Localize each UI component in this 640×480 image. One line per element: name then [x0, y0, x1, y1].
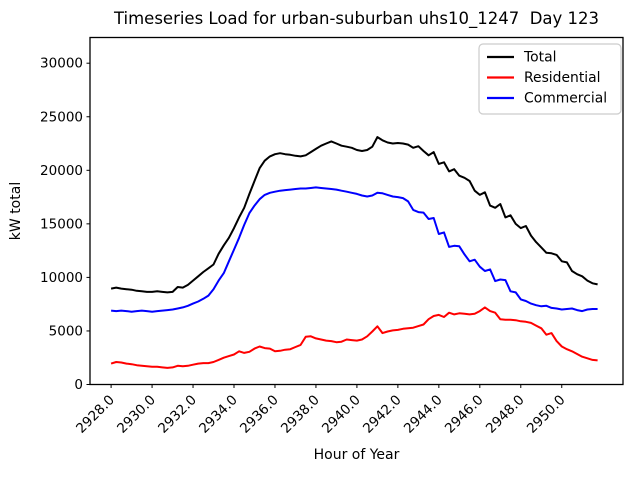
y-axis-label: kW total	[8, 182, 24, 240]
y-tick-label: 5000	[49, 323, 83, 339]
y-tick-label: 20000	[40, 163, 83, 179]
y-tick-label: 0	[74, 377, 83, 393]
series-line-residential	[110, 306, 598, 369]
legend-label-total: Total	[523, 50, 556, 66]
x-tick-label: 2938.0	[278, 392, 323, 437]
y-tick-label: 10000	[40, 270, 83, 286]
x-tick-label: 2940.0	[319, 392, 364, 437]
x-tick-label: 2928.0	[73, 392, 118, 437]
x-tick-label: 2934.0	[196, 392, 241, 437]
x-tick-label: 2948.0	[483, 392, 528, 437]
x-tick-label: 2936.0	[237, 392, 282, 437]
x-tick-label: 2930.0	[114, 392, 159, 437]
x-axis-label: Hour of Year	[314, 447, 400, 463]
y-tick-label: 15000	[40, 216, 83, 232]
y-tick-label: 25000	[40, 109, 83, 125]
chart-title: Timeseries Load for urban-suburban uhs10…	[113, 9, 599, 29]
x-tick-label: 2946.0	[442, 392, 487, 437]
legend-box	[478, 43, 622, 115]
x-tick-label: 2950.0	[524, 392, 569, 437]
y-tick-label: 30000	[40, 56, 83, 72]
series-line-commercial	[111, 186, 598, 313]
plot-frame	[89, 36, 624, 386]
x-tick-label: 2944.0	[401, 392, 446, 437]
legend-label-residential: Residential	[524, 70, 601, 86]
series-line-total	[110, 136, 598, 294]
legend-label-commercial: Commercial	[524, 91, 607, 107]
x-tick-label: 2942.0	[360, 392, 405, 437]
plot-area: 0 5000 10000 15000 20000 25000 30000 2928.02930…	[40, 36, 624, 437]
x-tick-label: 2932.0	[155, 392, 200, 437]
